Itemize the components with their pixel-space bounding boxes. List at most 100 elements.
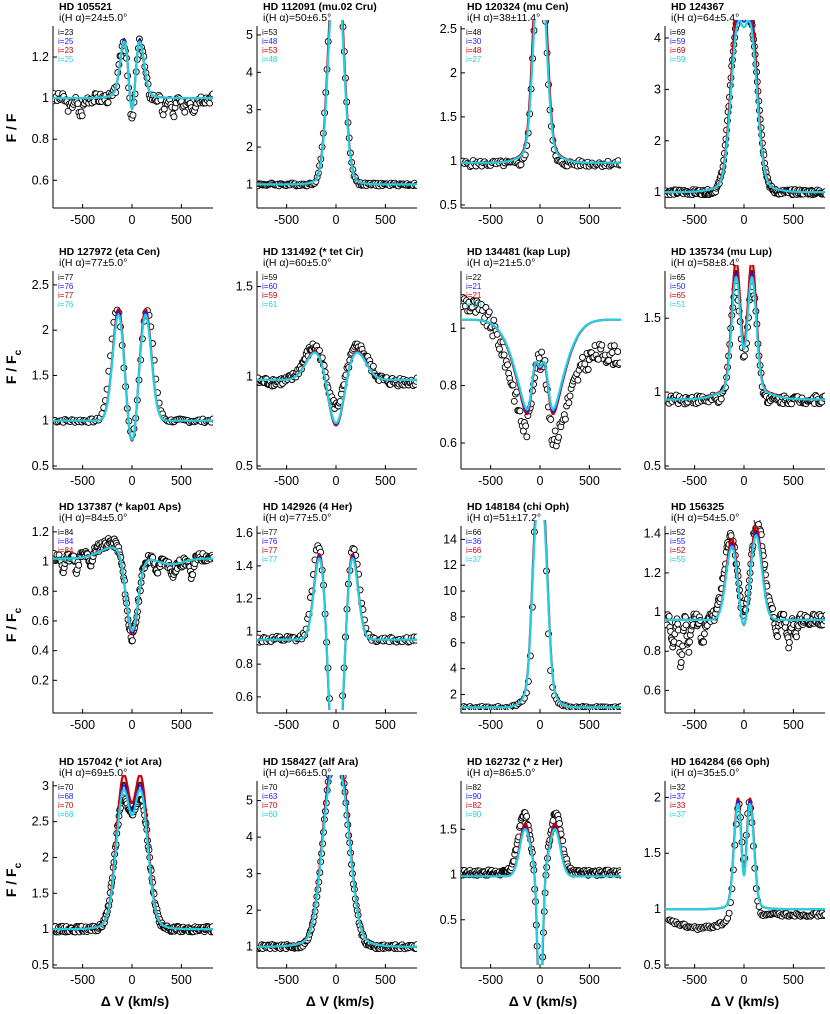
panel-title: HD 148184 (chi Oph) xyxy=(467,501,569,513)
y-axis-label-row4: F / Fc xyxy=(3,862,24,897)
data-point xyxy=(598,341,606,349)
legend-entry: i=84 xyxy=(58,537,74,546)
x-tick-label: -500 xyxy=(70,474,95,488)
x-tick-label: 500 xyxy=(375,718,396,732)
data-point xyxy=(785,644,793,652)
x-tick-label: 500 xyxy=(783,718,804,732)
observed-points xyxy=(461,294,621,450)
legend-entry: i=53 xyxy=(262,46,278,55)
legend: i=69i=59i=69i=59 xyxy=(670,28,686,64)
observed-points xyxy=(665,520,825,671)
y-tick-label: 8 xyxy=(450,610,457,624)
panel-subtitle: i(H α)=86±5.0° xyxy=(467,767,535,779)
legend: i=77i=76i=77i=76 xyxy=(58,273,74,309)
model-line-cyan xyxy=(665,20,825,194)
data-point xyxy=(485,308,493,316)
y-tick-label: 3 xyxy=(246,867,253,881)
panel-subtitle: i(H α)=38±11.4° xyxy=(467,12,540,24)
y-tick-label: 1.6 xyxy=(236,526,253,540)
legend-entry: i=63 xyxy=(262,792,278,801)
x-tick-label: 0 xyxy=(129,718,136,732)
y-tick-label: 5 xyxy=(246,28,253,42)
y-tick-label: 1.5 xyxy=(236,280,253,294)
legend-entry: i=36 xyxy=(466,537,482,546)
data-point xyxy=(516,407,524,415)
model-line-blue xyxy=(665,20,825,193)
legend-entry: i=66 xyxy=(466,546,482,555)
y-tick-label: 1 xyxy=(654,385,661,399)
data-point xyxy=(522,422,530,430)
y-tick-label: 0.8 xyxy=(644,644,661,658)
y-tick-label: 4 xyxy=(450,662,457,676)
y-tick-label: 1.5 xyxy=(440,110,457,124)
model-line-cyan xyxy=(53,788,213,931)
data-point xyxy=(674,620,682,628)
x-tick-label: 500 xyxy=(783,973,804,987)
panel-title: HD 164284 (66 Oph) xyxy=(671,756,770,768)
x-tick-label: 500 xyxy=(579,973,600,987)
panel-11: HD 148184 (chi Oph)i(H α)=51±17.2° 2 4 6 8 10… xyxy=(443,501,621,732)
y-tick-label: 1.2 xyxy=(236,592,253,606)
legend-entry: i=48 xyxy=(262,37,278,46)
y-tick-label: 0.2 xyxy=(32,673,49,687)
y-tick-label: 2 xyxy=(42,323,49,337)
svg-text:F / Fc: F / Fc xyxy=(3,862,24,897)
y-tick-label: 1 xyxy=(654,902,661,916)
legend: i=70i=68i=70i=68 xyxy=(58,783,74,819)
y-tick-label: 0.8 xyxy=(32,584,49,598)
panel-subtitle: i(H α)=64±5.4° xyxy=(671,12,739,24)
data-point xyxy=(740,352,748,360)
y-axis-label-row2: F / Fc xyxy=(3,349,24,384)
x-tick-label: -500 xyxy=(682,474,707,488)
x-tick-label: 0 xyxy=(333,718,340,732)
y-tick-label: 1 xyxy=(654,185,661,199)
x-tick-label: -500 xyxy=(274,973,299,987)
legend: i=23i=25i=23i=25 xyxy=(58,28,74,64)
y-tick-label: 0.5 xyxy=(644,958,661,972)
y-tick-label: 1 xyxy=(246,624,253,638)
model-line-black xyxy=(53,781,213,930)
data-point xyxy=(181,108,189,116)
y-tick-label: 2 xyxy=(246,903,253,917)
legend-entry: i=90 xyxy=(466,792,482,801)
plot-area xyxy=(461,520,621,710)
y-tick-label: 1.5 xyxy=(644,311,661,325)
y-tick-label: 0.5 xyxy=(236,459,253,473)
y-tick-label: 0.6 xyxy=(236,690,253,704)
legend-entry: i=76 xyxy=(58,300,74,309)
x-tick-label: -500 xyxy=(70,973,95,987)
data-point xyxy=(75,561,83,569)
data-point xyxy=(128,637,136,645)
plot-area xyxy=(665,265,825,408)
data-point xyxy=(665,612,673,620)
panel-subtitle: i(H α)=54±5.0° xyxy=(671,512,739,524)
y-tick-label: 0.6 xyxy=(440,436,457,450)
data-point xyxy=(579,353,586,361)
model-line-black xyxy=(257,775,417,948)
x-tick-label: -500 xyxy=(478,718,503,732)
x-tick-label: 500 xyxy=(375,474,396,488)
legend-entry: i=60 xyxy=(262,810,278,819)
legend-entry: i=69 xyxy=(670,46,686,55)
ylabel-text: F / F xyxy=(3,355,19,384)
y-tick-label: 1 xyxy=(450,154,457,168)
panel-subtitle: i(H α)=77±5.0° xyxy=(263,512,331,524)
x-tick-label: 0 xyxy=(333,213,340,227)
data-point xyxy=(774,633,781,641)
data-point xyxy=(538,348,546,356)
data-point xyxy=(574,376,582,384)
x-tick-label: 0 xyxy=(537,474,544,488)
legend-entry: i=55 xyxy=(670,537,686,546)
data-point xyxy=(170,113,178,121)
model-line-cyan xyxy=(53,40,213,110)
data-point xyxy=(566,392,574,400)
legend-entry: i=27 xyxy=(466,55,482,64)
legend-entry: i=82 xyxy=(466,801,482,810)
x-axis-label-col2: Δ V (km/s) xyxy=(306,993,374,1009)
y-tick-label: 1 xyxy=(450,868,457,882)
legend: i=66i=36i=66i=37 xyxy=(466,528,482,564)
data-point xyxy=(616,359,621,367)
legend-entry: i=65 xyxy=(670,291,686,300)
